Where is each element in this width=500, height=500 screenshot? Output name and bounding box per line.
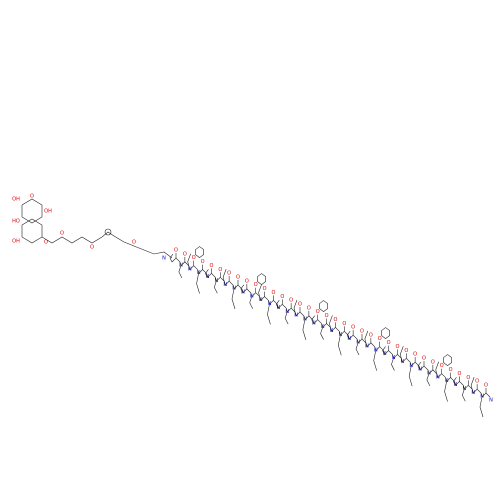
atom-label: O bbox=[209, 263, 213, 269]
atom-label: O bbox=[280, 294, 284, 300]
atom-label: O bbox=[413, 352, 417, 358]
atom-label: O bbox=[457, 371, 461, 377]
aromatic-ring bbox=[319, 300, 328, 312]
atom-label: O bbox=[192, 255, 196, 261]
side-chain bbox=[382, 346, 386, 355]
side-chain bbox=[213, 281, 218, 294]
atom-label: OH bbox=[12, 197, 20, 203]
atom-label: O bbox=[30, 194, 34, 200]
atom-label: O bbox=[369, 332, 373, 338]
aromatic-ring bbox=[257, 273, 266, 285]
atom-label: N bbox=[489, 398, 493, 404]
backbone bbox=[171, 257, 491, 398]
atom-label: O bbox=[307, 305, 311, 311]
triazole bbox=[104, 228, 112, 236]
side-chain bbox=[178, 265, 183, 278]
atom-label: O bbox=[333, 317, 337, 323]
atom-label: O bbox=[298, 302, 302, 308]
atom-label: O bbox=[387, 340, 391, 346]
atom-label: O bbox=[227, 271, 231, 277]
atom-label: O bbox=[404, 348, 408, 354]
atom-label: O bbox=[174, 248, 178, 254]
atom-label: O bbox=[484, 383, 488, 389]
atom-label: O bbox=[201, 259, 205, 265]
side-chain bbox=[240, 284, 245, 293]
side-chain bbox=[267, 304, 271, 325]
side-chain bbox=[346, 330, 351, 340]
side-chain bbox=[453, 377, 457, 386]
atom-label: O bbox=[218, 267, 222, 273]
side-chain bbox=[320, 327, 324, 340]
atom-label: O bbox=[183, 251, 187, 257]
side-chain bbox=[444, 381, 448, 402]
atom-label: O bbox=[263, 286, 267, 292]
side-chain bbox=[417, 361, 422, 371]
atom-label: O bbox=[431, 359, 435, 365]
aromatic-ring bbox=[443, 354, 452, 366]
atom-label: O bbox=[245, 278, 249, 284]
atom-label: O bbox=[289, 298, 293, 304]
atom-label: HO bbox=[12, 219, 20, 225]
atom-label: O bbox=[60, 231, 64, 237]
atom-label: O bbox=[90, 245, 94, 251]
atom-label: OH bbox=[44, 209, 52, 215]
linker-chain bbox=[41, 231, 173, 259]
sugar-ring bbox=[21, 198, 43, 224]
aromatic-ring bbox=[381, 327, 390, 339]
atom-label: OH bbox=[12, 239, 20, 245]
side-chain bbox=[249, 296, 253, 309]
side-chain bbox=[408, 366, 413, 387]
atom-label: O bbox=[342, 321, 346, 327]
atom-label: O bbox=[271, 290, 275, 296]
atom-label: O bbox=[325, 313, 329, 319]
side-chain bbox=[302, 319, 307, 340]
atom-label: O bbox=[316, 309, 320, 315]
side-chain bbox=[355, 342, 360, 356]
atom-label: N bbox=[162, 256, 166, 262]
side-chain bbox=[196, 273, 200, 294]
side-chain bbox=[284, 312, 289, 325]
atom-label: O bbox=[440, 363, 444, 369]
atom-label: O bbox=[466, 375, 470, 381]
side-chain bbox=[479, 396, 484, 418]
side-chain bbox=[426, 373, 431, 386]
side-chain bbox=[461, 389, 466, 402]
side-chain bbox=[231, 288, 236, 310]
atom-label: O bbox=[236, 275, 240, 281]
atom-label: O bbox=[254, 282, 258, 288]
side-chain bbox=[337, 335, 342, 356]
side-chain bbox=[391, 358, 395, 371]
side-chain bbox=[275, 300, 280, 309]
side-chain bbox=[169, 253, 174, 263]
atom-label: O bbox=[132, 240, 136, 246]
aromatic-ring bbox=[195, 246, 204, 258]
side-chain bbox=[311, 315, 315, 324]
atom-label: O bbox=[395, 344, 399, 350]
atom-label: O bbox=[422, 356, 426, 362]
atom-label: O bbox=[351, 325, 355, 331]
atom-label: O bbox=[44, 240, 48, 246]
atom-label: O bbox=[449, 367, 453, 373]
side-chain bbox=[205, 269, 209, 278]
side-chain bbox=[373, 350, 378, 371]
atom-label: O bbox=[360, 329, 364, 335]
atom-label: O bbox=[475, 379, 479, 385]
atom-label: O bbox=[378, 336, 382, 342]
